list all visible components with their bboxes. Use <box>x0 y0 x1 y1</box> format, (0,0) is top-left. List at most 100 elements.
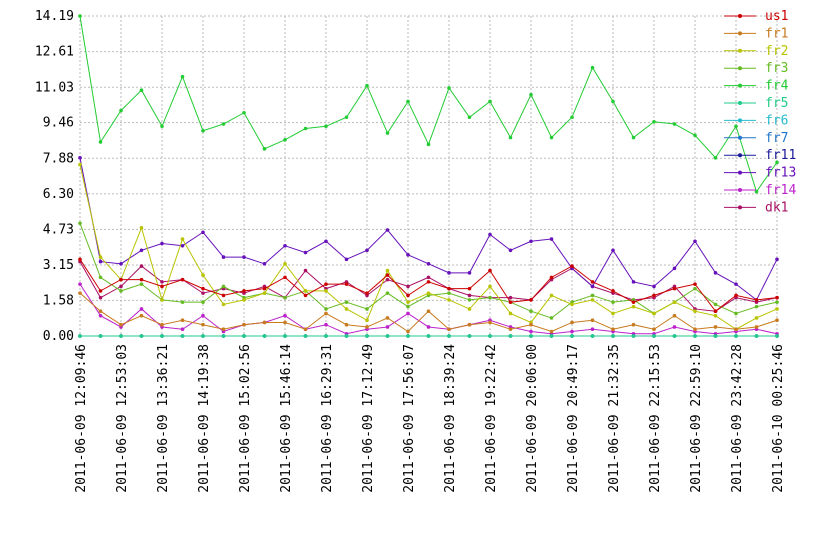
point <box>262 320 267 325</box>
point <box>672 286 677 291</box>
point <box>590 293 595 298</box>
legend-marker <box>738 31 742 36</box>
point <box>385 316 390 320</box>
point <box>324 322 328 327</box>
point <box>734 282 738 286</box>
point <box>488 284 492 289</box>
point <box>611 300 615 304</box>
y-tick-label: 0.00 <box>43 329 74 344</box>
point <box>590 298 595 302</box>
point <box>201 230 205 235</box>
point <box>201 313 205 318</box>
point <box>467 115 472 120</box>
point <box>262 147 267 151</box>
point <box>180 300 185 304</box>
point <box>365 291 369 295</box>
point <box>508 327 513 332</box>
point <box>508 248 513 253</box>
point <box>406 99 410 104</box>
point <box>549 275 554 280</box>
point <box>590 284 595 289</box>
point <box>180 318 185 323</box>
point <box>406 329 410 334</box>
point <box>734 293 738 298</box>
point <box>549 293 554 298</box>
point <box>98 275 103 280</box>
point <box>488 334 492 338</box>
series <box>78 156 779 302</box>
point <box>262 334 267 338</box>
x-tick-label: 2011-06-09 17:56:07 <box>402 344 417 493</box>
point <box>611 289 615 293</box>
x-tick-label: 2011-06-09 15:02:56 <box>238 344 253 493</box>
point <box>283 313 287 318</box>
point <box>734 311 738 316</box>
point <box>754 316 759 320</box>
legend-label: fr1 <box>765 26 788 41</box>
point <box>98 334 103 338</box>
series <box>78 334 779 338</box>
point <box>344 282 349 286</box>
point <box>119 322 123 327</box>
point <box>324 289 328 293</box>
point <box>775 307 779 311</box>
point <box>303 334 308 338</box>
point <box>283 243 287 248</box>
legend-label: dk1 <box>765 200 788 215</box>
point <box>549 237 554 241</box>
point <box>160 280 164 284</box>
line <box>79 164 778 330</box>
point <box>570 302 574 307</box>
point <box>672 313 677 318</box>
point <box>426 275 431 280</box>
point <box>488 232 492 237</box>
point <box>406 311 410 316</box>
point <box>488 295 492 300</box>
point <box>221 302 226 307</box>
point <box>754 298 759 302</box>
point <box>406 334 410 338</box>
point <box>611 311 615 316</box>
point <box>672 266 677 271</box>
point <box>447 327 451 332</box>
point <box>734 124 738 129</box>
legend-marker <box>738 83 742 88</box>
point <box>467 271 472 275</box>
point <box>201 286 205 291</box>
point <box>754 334 759 338</box>
point <box>324 307 328 311</box>
point <box>119 284 123 289</box>
point <box>139 277 144 282</box>
point <box>180 334 185 338</box>
legend-label: fr13 <box>765 166 796 181</box>
point <box>611 327 615 332</box>
point <box>426 334 431 338</box>
point <box>385 273 390 277</box>
point <box>324 282 328 286</box>
point <box>324 124 328 129</box>
point <box>406 253 410 257</box>
point <box>508 295 513 300</box>
point <box>344 334 349 338</box>
point <box>590 65 595 70</box>
point <box>139 307 144 311</box>
point <box>713 309 718 313</box>
point <box>221 293 226 298</box>
point <box>201 322 205 327</box>
point <box>447 286 451 291</box>
point <box>754 304 759 309</box>
point <box>385 325 390 329</box>
point <box>78 162 82 167</box>
x-tick-label: 2011-06-09 19:22:42 <box>484 344 499 493</box>
x-tick-label: 2011-06-09 20:06:00 <box>525 344 540 493</box>
point <box>754 189 759 194</box>
point <box>406 293 410 298</box>
point <box>139 282 144 286</box>
series <box>78 282 779 336</box>
point <box>652 284 656 289</box>
point <box>139 225 144 230</box>
point <box>283 262 287 266</box>
point <box>652 119 656 124</box>
point <box>242 334 246 338</box>
point <box>283 138 287 142</box>
